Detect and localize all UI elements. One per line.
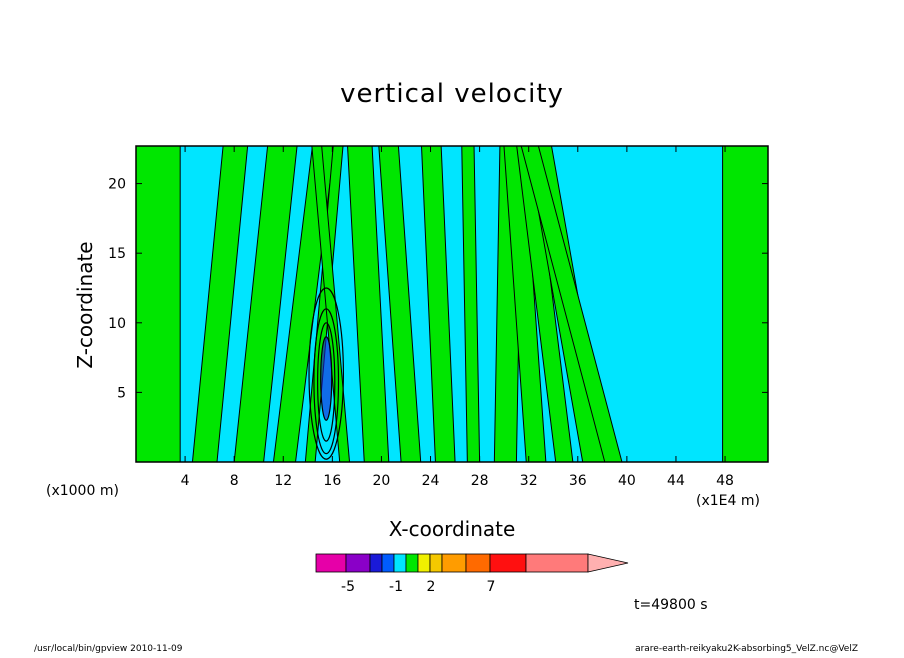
colorbar-swatch: [417, 553, 431, 573]
convective-core: [308, 287, 344, 460]
colorbar-swatch: [369, 553, 383, 573]
time-label: t=49800 s: [634, 597, 708, 613]
x-tick-label: 20: [373, 473, 391, 489]
updraft-band: [233, 146, 298, 462]
x-tick-label: 16: [323, 473, 341, 489]
colorbar-swatch: [525, 553, 589, 573]
y-tick-label: 5: [117, 385, 126, 401]
x-axis: 4 8 12 16 20 24 28 32 36 40 44 48: [181, 146, 734, 489]
updraft-bands: [136, 146, 768, 462]
colorbar-extend-arrow: [587, 553, 629, 573]
colorbar-labels: -5 -1 2 7: [341, 579, 495, 595]
x-tick-label: 4: [181, 473, 190, 489]
y-axis: 5 10 15 20: [108, 177, 768, 401]
x-tick-label: 32: [520, 473, 538, 489]
y-tick-label: 20: [108, 177, 126, 193]
updraft-band: [191, 146, 249, 462]
x-tick-label: 24: [422, 473, 440, 489]
chart-title: vertical velocity: [340, 79, 564, 109]
colorbar-swatch: [381, 553, 395, 573]
colorbar-swatch: [441, 553, 467, 573]
colorbar-label: -1: [389, 579, 403, 595]
y-axis-title: Z-coordinate: [73, 241, 97, 368]
colorbar-swatch: [315, 553, 347, 573]
x-axis-title: X-coordinate: [389, 517, 516, 541]
colorbar-swatch: [429, 553, 443, 573]
core-contour: [313, 308, 340, 455]
colorbar-label: 2: [427, 579, 436, 595]
x-tick-label: 40: [618, 473, 636, 489]
colorbar-label: -5: [341, 579, 355, 595]
x-tick-label: 48: [716, 473, 734, 489]
x-axis-unit-right: (x1E4 m): [696, 493, 760, 509]
core-contour: [317, 322, 336, 442]
colorbar-swatch: [489, 553, 527, 573]
colorbar-label: 7: [487, 579, 496, 595]
updraft-band: [516, 146, 574, 462]
footer-right: arare-earth-reikyaku2K-absorbing5_VelZ.n…: [635, 644, 858, 654]
x-tick-label: 36: [569, 473, 587, 489]
footer-left: /usr/local/bin/gpview 2010-11-09: [34, 644, 183, 654]
updraft-band: [722, 146, 768, 462]
updraft-band: [503, 146, 547, 462]
x-axis-unit-left: (x1000 m): [46, 483, 119, 499]
updraft-band: [347, 146, 390, 462]
x-tick-label: 28: [471, 473, 489, 489]
y-tick-label: 15: [108, 246, 126, 262]
y-tick-label: 10: [108, 316, 126, 332]
colorbar-swatch: [405, 553, 419, 573]
plot-area: [135, 145, 769, 463]
colorbar: [315, 553, 629, 573]
updraft-band: [311, 146, 351, 462]
core-contour: [320, 336, 333, 421]
x-tick-label: 44: [667, 473, 685, 489]
updraft-band: [136, 146, 181, 462]
updraft-band: [520, 146, 623, 462]
colorbar-swatch: [345, 553, 371, 573]
plot-frame: [135, 145, 769, 463]
x-tick-label: 8: [230, 473, 239, 489]
updraft-band: [461, 146, 481, 462]
updraft-band: [421, 146, 456, 462]
colorbar-swatch: [393, 553, 407, 573]
updraft-band: [378, 146, 422, 462]
colorbar-swatch: [465, 553, 491, 573]
core-contour: [308, 287, 344, 460]
x-tick-label: 12: [274, 473, 292, 489]
